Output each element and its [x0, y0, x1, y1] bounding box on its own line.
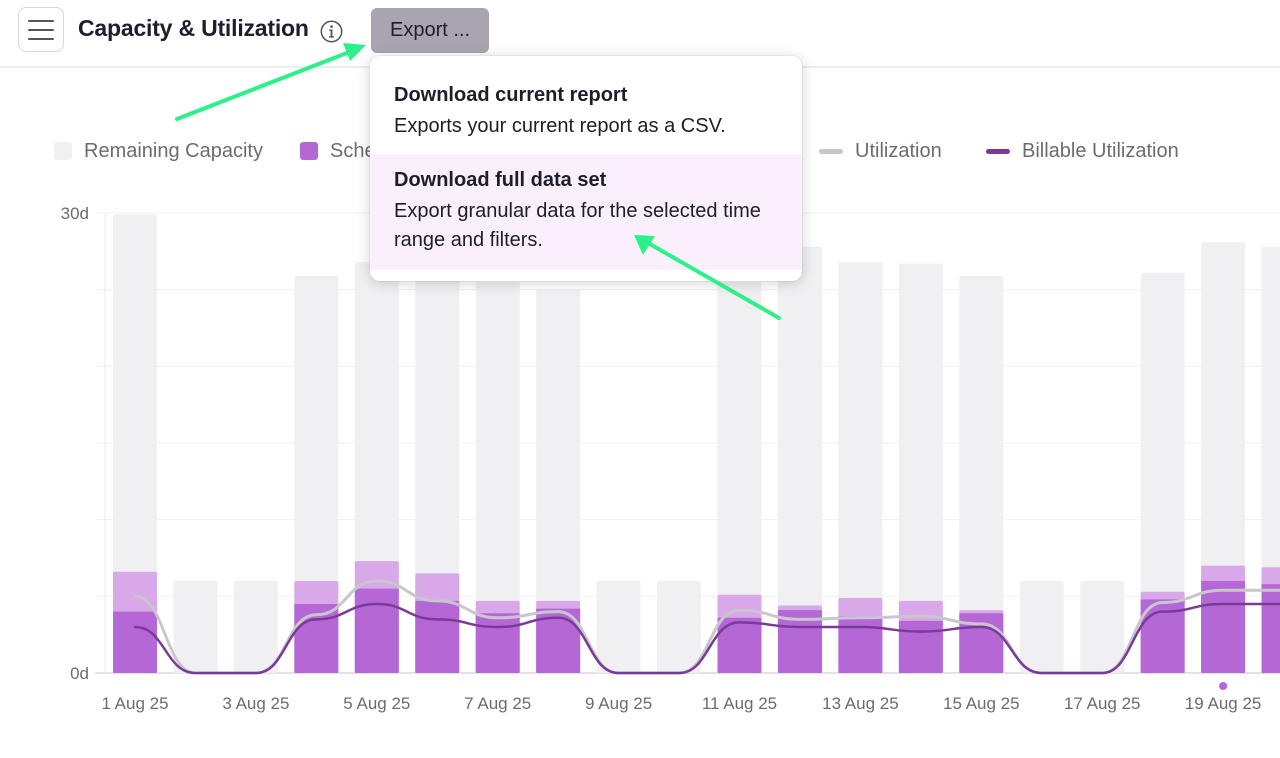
x-tick-label: 19 Aug 25 — [1185, 694, 1262, 713]
bar-billable-scheduled — [838, 616, 883, 673]
chart-legend: Remaining Capacity Sche Utilization Bill… — [0, 138, 1280, 164]
today-marker — [1219, 682, 1228, 690]
legend-item-scheduled[interactable]: Sche — [300, 138, 376, 164]
bar-remaining-capacity — [294, 275, 339, 673]
bar-remaining-capacity — [596, 581, 641, 673]
bar-remaining-capacity — [1080, 581, 1125, 673]
menu-item-download-current-report[interactable]: Download current report Exports your cur… — [370, 56, 802, 154]
bar-remaining-capacity — [1140, 272, 1185, 673]
legend-label: Billable Utilization — [1022, 139, 1179, 162]
x-tick-label: 1 Aug 25 — [101, 694, 168, 713]
legend-swatch — [54, 142, 72, 160]
export-dropdown-menu: Download current report Exports your cur… — [370, 56, 802, 281]
export-button[interactable]: Export ... — [371, 8, 489, 53]
legend-line-swatch — [986, 148, 1010, 154]
y-tick-label: 0d — [70, 664, 89, 683]
legend-label: Utilization — [855, 139, 942, 162]
bar-remaining-capacity — [1019, 581, 1064, 673]
x-tick-label: 11 Aug 25 — [702, 694, 777, 713]
x-tick-label: 3 Aug 25 — [222, 694, 289, 713]
menu-item-title: Download current report — [394, 84, 628, 106]
bar-billable-scheduled — [354, 588, 399, 673]
bar-remaining-capacity — [233, 581, 278, 673]
legend-label: Remaining Capacity — [84, 139, 263, 162]
bar-billable-scheduled — [415, 600, 460, 673]
bar-remaining-capacity — [717, 282, 762, 673]
bar-billable-scheduled — [475, 613, 520, 673]
bar-billable-scheduled — [113, 611, 157, 673]
bar-remaining-capacity — [777, 246, 822, 673]
hamburger-icon — [28, 19, 54, 40]
y-tick-label: 30d — [61, 204, 89, 223]
bar-remaining-capacity — [475, 282, 520, 673]
bar-billable-scheduled — [1140, 599, 1185, 673]
menu-item-description: Export granular data for the selected ti… — [394, 200, 761, 251]
legend-line-swatch — [819, 148, 843, 154]
x-tick-label: 5 Aug 25 — [343, 694, 410, 713]
info-icon[interactable] — [320, 20, 343, 48]
bar-remaining-capacity — [536, 289, 581, 673]
bar-remaining-capacity — [959, 275, 1004, 673]
bar-remaining-capacity — [113, 214, 157, 674]
bar-billable-scheduled — [1201, 581, 1246, 673]
menu-item-download-full-data-set[interactable]: Download full data set Export granular d… — [370, 154, 802, 270]
x-tick-label: 15 Aug 25 — [943, 694, 1020, 713]
legend-swatch — [300, 142, 318, 160]
bar-remaining-capacity — [1201, 242, 1246, 673]
bar-remaining-capacity — [1261, 246, 1280, 673]
legend-item-remaining-capacity[interactable]: Remaining Capacity — [54, 138, 263, 164]
bar-billable-scheduled — [898, 620, 943, 673]
x-tick-label: 13 Aug 25 — [822, 694, 899, 713]
legend-item-utilization[interactable]: Utilization — [819, 138, 942, 164]
bar-billable-scheduled — [717, 617, 762, 673]
bar-billable-scheduled — [536, 608, 581, 673]
bar-remaining-capacity — [898, 263, 943, 673]
bar-remaining-capacity — [838, 262, 883, 673]
bar-billable-scheduled — [1261, 584, 1280, 673]
bar-remaining-capacity — [657, 581, 702, 673]
legend-label: Sche — [330, 139, 376, 162]
bar-remaining-capacity — [173, 581, 218, 673]
x-tick-label: 17 Aug 25 — [1064, 694, 1141, 713]
page-title: Capacity & Utilization — [78, 15, 309, 41]
menu-item-description: Exports your current report as a CSV. — [394, 115, 726, 137]
legend-item-billable-utilization[interactable]: Billable Utilization — [986, 138, 1179, 164]
hamburger-menu-button[interactable] — [18, 7, 64, 52]
x-tick-label: 9 Aug 25 — [585, 694, 652, 713]
x-tick-label: 7 Aug 25 — [464, 694, 531, 713]
menu-item-title: Download full data set — [394, 169, 607, 191]
billable-utilization-line — [133, 602, 1280, 675]
